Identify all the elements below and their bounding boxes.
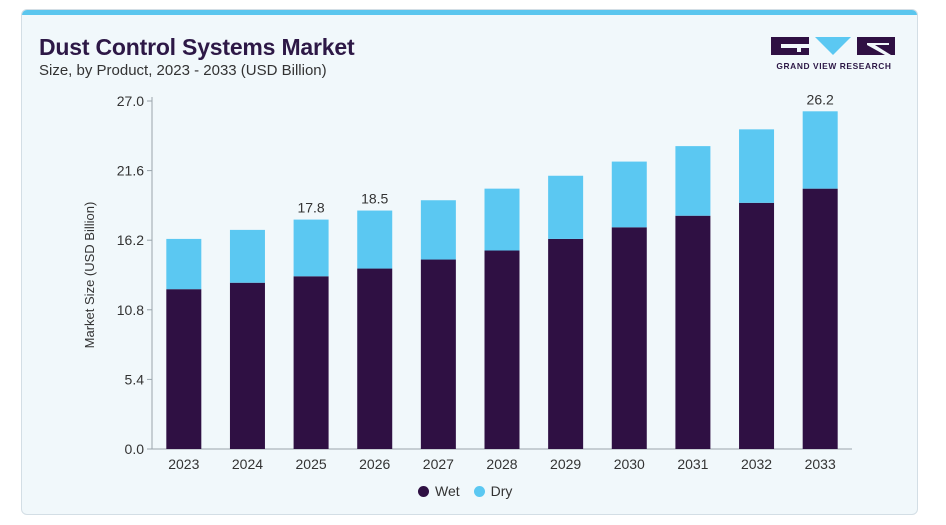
y-tick-label: 5.4 [125, 371, 145, 387]
bar-dry-2027 [420, 200, 456, 260]
y-tick-label: 16.2 [117, 232, 144, 248]
legend-item-wet: Wet [418, 483, 460, 499]
chart-card: Dust Control Systems Market Size, by Pro… [21, 9, 918, 515]
bar-wet-2032 [739, 202, 775, 449]
bar-wet-2029 [548, 238, 584, 449]
bar-dry-2031 [675, 146, 711, 216]
y-axis-label: Market Size (USD Billion) [82, 202, 97, 349]
bar-dry-2030 [611, 161, 647, 228]
bar-dry-2033 [802, 111, 838, 189]
bar-wet-2028 [484, 250, 520, 449]
x-tick-label: 2027 [423, 456, 454, 472]
legend-swatch-wet [418, 485, 429, 497]
bar-wet-2026 [357, 268, 393, 449]
accent-top-bar [22, 10, 917, 15]
bar-wet-2033 [802, 188, 838, 449]
y-tick-label: 10.8 [117, 302, 144, 318]
legend-swatch-dry [473, 485, 485, 497]
x-tick-label: 2033 [805, 456, 836, 472]
bar-wet-2023 [166, 289, 202, 449]
legend: Wet Dry [418, 483, 512, 499]
bar-dry-2026 [357, 210, 393, 269]
legend-item-dry: Dry [473, 483, 513, 499]
bar-chart: 0.0 5.4 10.8 16.2 21.6 27.0 Market Size (USD B… [82, 91, 852, 472]
x-tick-label: 2024 [232, 456, 263, 472]
chart-title: Dust Control Systems Market [39, 34, 355, 60]
gvr-logo: GRAND VIEW RESEARCH [771, 35, 897, 85]
legend-label-dry: Dry [490, 483, 513, 499]
x-tick-label: 2023 [168, 456, 199, 472]
chart-subtitle: Size, by Product, 2023 - 2033 (USD Billi… [39, 62, 327, 79]
data-label-total: 18.5 [361, 191, 388, 207]
x-tick-label: 2029 [550, 456, 581, 472]
bar-dry-2025 [293, 219, 329, 277]
x-tick-label: 2025 [296, 456, 327, 472]
y-tick-label: 21.6 [117, 163, 144, 179]
x-tick-label: 2031 [677, 456, 708, 472]
bar-dry-2032 [739, 129, 775, 203]
y-tick-label: 0.0 [125, 441, 145, 457]
data-label-total: 26.2 [807, 91, 834, 107]
bar-wet-2031 [675, 215, 711, 449]
x-tick-label: 2026 [359, 456, 390, 472]
bar-dry-2029 [548, 175, 584, 239]
bar-dry-2028 [484, 188, 520, 251]
y-tick-label: 27.0 [117, 93, 144, 109]
bar-dry-2023 [166, 238, 202, 290]
gvr-logo-icon [771, 37, 895, 55]
x-tick-label: 2028 [486, 456, 517, 472]
x-tick-label: 2030 [614, 456, 645, 472]
logo-text: GRAND VIEW RESEARCH [776, 61, 892, 71]
bar-wet-2030 [611, 227, 647, 449]
bar-dry-2024 [229, 229, 265, 283]
bar-wet-2025 [293, 276, 329, 449]
bar-wet-2024 [229, 282, 265, 449]
legend-label-wet: Wet [435, 483, 460, 499]
x-tick-label: 2032 [741, 456, 772, 472]
bar-wet-2027 [420, 259, 456, 449]
data-label-total: 17.8 [297, 200, 324, 216]
